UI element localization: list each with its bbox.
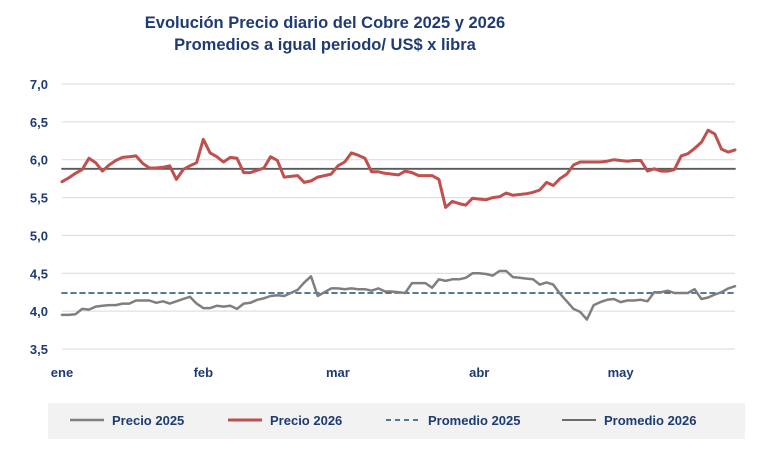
x-axis-ticks: ene feb mar abr may <box>51 365 635 380</box>
x-tick-label: mar <box>326 365 350 380</box>
y-tick-label: 5,5 <box>30 191 48 206</box>
y-tick-label: 6,0 <box>30 153 48 168</box>
x-tick-label: may <box>608 365 635 380</box>
x-tick-label: feb <box>194 365 214 380</box>
legend-label: Precio 2026 <box>270 413 342 428</box>
legend-label: Promedio 2026 <box>604 413 697 428</box>
y-tick-label: 5,0 <box>30 228 48 243</box>
legend-background <box>48 403 745 439</box>
legend-label: Promedio 2025 <box>428 413 521 428</box>
series-line-precio-2025 <box>60 269 737 321</box>
chart-title: Evolución Precio diario del Cobre 2025 y… <box>144 14 506 32</box>
y-axis-ticks: 3,5 4,0 4,5 5,0 5,5 6,0 6,5 7,0 <box>30 77 48 357</box>
y-tick-label: 4,0 <box>30 304 48 319</box>
series-line-precio-2026 <box>60 128 737 209</box>
grid-lines <box>62 83 735 350</box>
legend: Precio 2025 Precio 2026 Promedio 2025 Prome… <box>48 403 745 439</box>
x-tick-label: abr <box>469 365 489 380</box>
x-tick-label: ene <box>51 365 73 380</box>
y-tick-label: 7,0 <box>30 77 48 92</box>
y-tick-label: 6,5 <box>30 115 48 130</box>
y-tick-label: 4,5 <box>30 266 48 281</box>
y-tick-label: 3,5 <box>30 342 48 357</box>
chart-subtitle: Promedios a igual periodo/ US$ x libra <box>174 36 476 54</box>
series-lines <box>60 128 737 321</box>
legend-label: Precio 2025 <box>112 413 184 428</box>
